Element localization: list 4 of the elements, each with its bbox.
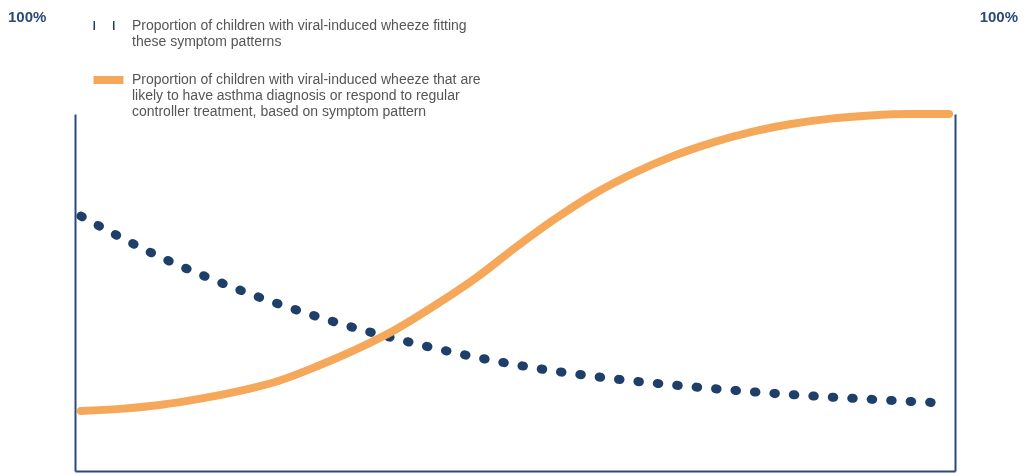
legend-label: Proportion of children with viral-induced wheeze that are likely to have asthma diagnosis or respond to regular controller treatment, based on symptom pattern [132,71,481,119]
text: 100% [979,8,1018,25]
text: 100% [8,8,47,25]
legend-label: Proportion of children with viral-induced wheeze fitting these symptom patterns [132,16,467,49]
